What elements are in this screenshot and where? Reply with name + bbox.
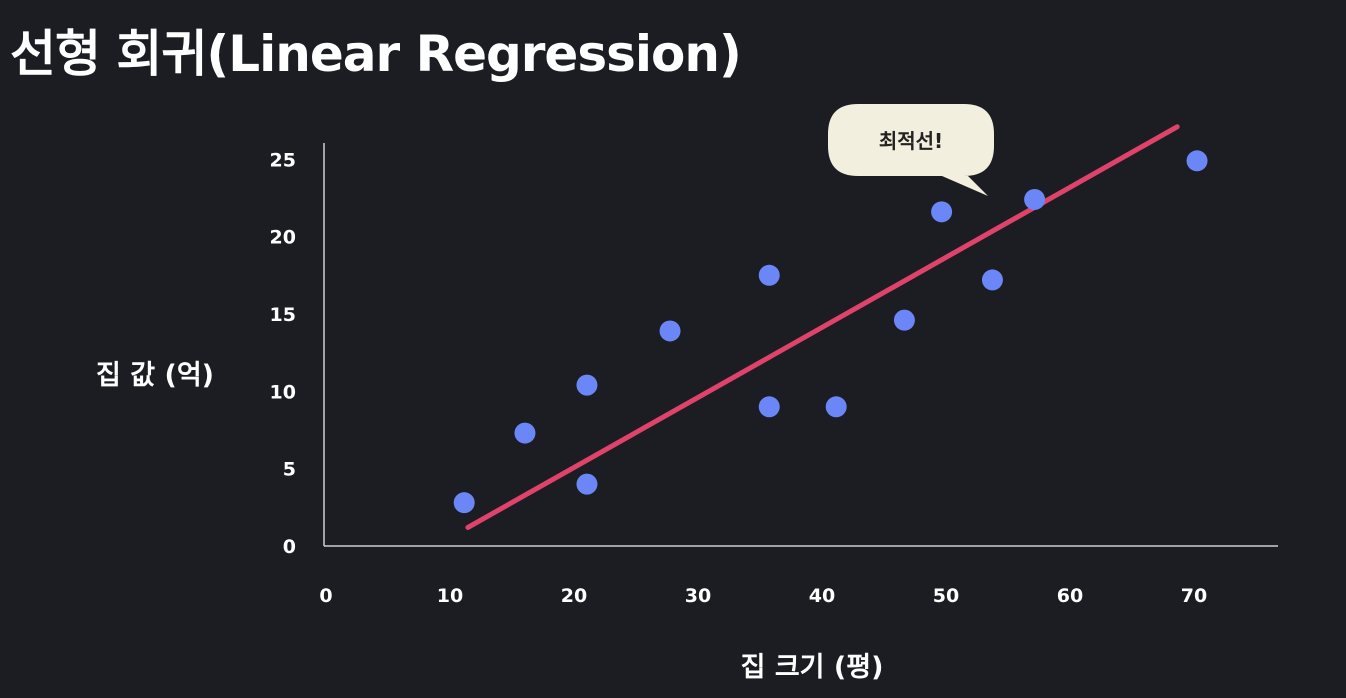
x-tick-labels: 0 10 20 30 40 50 60 70	[319, 585, 1207, 607]
x-axis-label: 집 크기 (평)	[741, 652, 884, 683]
data-point	[514, 422, 536, 444]
x-tick-label: 50	[933, 585, 959, 607]
page-title: 선형 회귀(Linear Regression)	[10, 25, 742, 83]
x-tick-label: 60	[1057, 585, 1083, 607]
x-tick-label: 30	[685, 585, 711, 607]
fit-line-group	[465, 124, 1180, 530]
data-point	[981, 269, 1003, 291]
data-point	[893, 309, 915, 331]
callout-text: 최적선!	[879, 129, 943, 153]
y-tick-label: 20	[270, 227, 296, 249]
x-tick-label: 70	[1181, 585, 1207, 607]
data-point	[931, 201, 953, 223]
callout-bubble: 최적선!	[828, 104, 994, 196]
data-point	[825, 396, 847, 418]
y-tick-label: 25	[270, 149, 296, 171]
data-point	[576, 374, 598, 396]
data-point	[758, 396, 780, 418]
x-tick-label: 40	[809, 585, 835, 607]
y-axis-label: 집 값 (억)	[96, 360, 214, 391]
data-point	[758, 264, 780, 286]
fit-line	[465, 124, 1180, 530]
y-tick-label: 0	[283, 536, 296, 558]
x-tick-label: 20	[561, 585, 587, 607]
data-points	[453, 150, 1208, 514]
y-tick-label: 15	[270, 304, 296, 326]
data-point	[659, 320, 681, 342]
x-tick-label: 10	[437, 585, 463, 607]
y-tick-label: 10	[270, 381, 296, 403]
y-tick-label: 5	[283, 459, 296, 481]
x-tick-label: 0	[319, 585, 332, 607]
data-point	[1186, 150, 1208, 172]
data-point	[1024, 188, 1046, 210]
data-point	[453, 492, 475, 514]
data-point	[576, 473, 598, 495]
y-tick-labels: 0 5 10 15 20 25	[270, 149, 296, 558]
callout-shape	[828, 104, 994, 196]
chart-axes	[323, 143, 1278, 547]
